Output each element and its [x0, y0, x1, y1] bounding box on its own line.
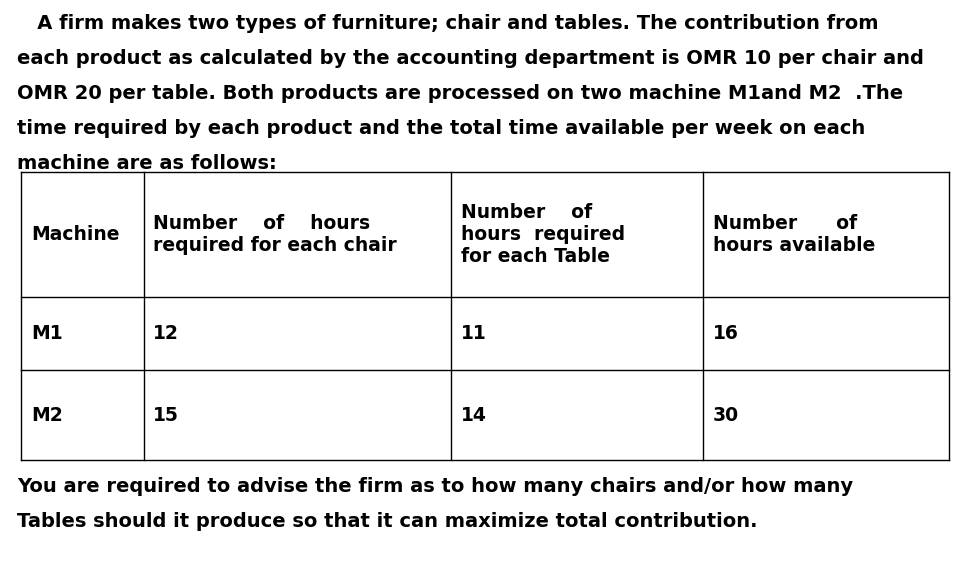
Text: Machine: Machine: [31, 225, 119, 244]
Text: A firm makes two types of furniture; chair and tables. The contribution from: A firm makes two types of furniture; cha…: [17, 14, 878, 33]
Text: 30: 30: [712, 406, 738, 425]
Text: 16: 16: [712, 324, 738, 343]
Text: 15: 15: [153, 406, 179, 425]
Text: 12: 12: [153, 324, 179, 343]
Text: time required by each product and the total time available per week on each: time required by each product and the to…: [17, 119, 864, 138]
Text: 11: 11: [460, 324, 486, 343]
Text: machine are as follows:: machine are as follows:: [17, 154, 277, 173]
Text: Number    of
hours  required
for each Table: Number of hours required for each Table: [460, 203, 624, 266]
Text: M1: M1: [31, 324, 63, 343]
Text: Number    of    hours
required for each chair: Number of hours required for each chair: [153, 214, 396, 255]
Text: You are required to advise the firm as to how many chairs and/or how many: You are required to advise the firm as t…: [17, 477, 853, 497]
Text: Number      of
hours available: Number of hours available: [712, 214, 874, 255]
Text: M2: M2: [31, 406, 63, 425]
Text: Tables should it produce so that it can maximize total contribution.: Tables should it produce so that it can …: [17, 512, 757, 532]
Text: OMR 20 per table. Both products are processed on two machine M1and M2  .The: OMR 20 per table. Both products are proc…: [17, 84, 903, 103]
Text: 14: 14: [460, 406, 486, 425]
Text: each product as calculated by the accounting department is OMR 10 per chair and: each product as calculated by the accoun…: [17, 49, 923, 68]
